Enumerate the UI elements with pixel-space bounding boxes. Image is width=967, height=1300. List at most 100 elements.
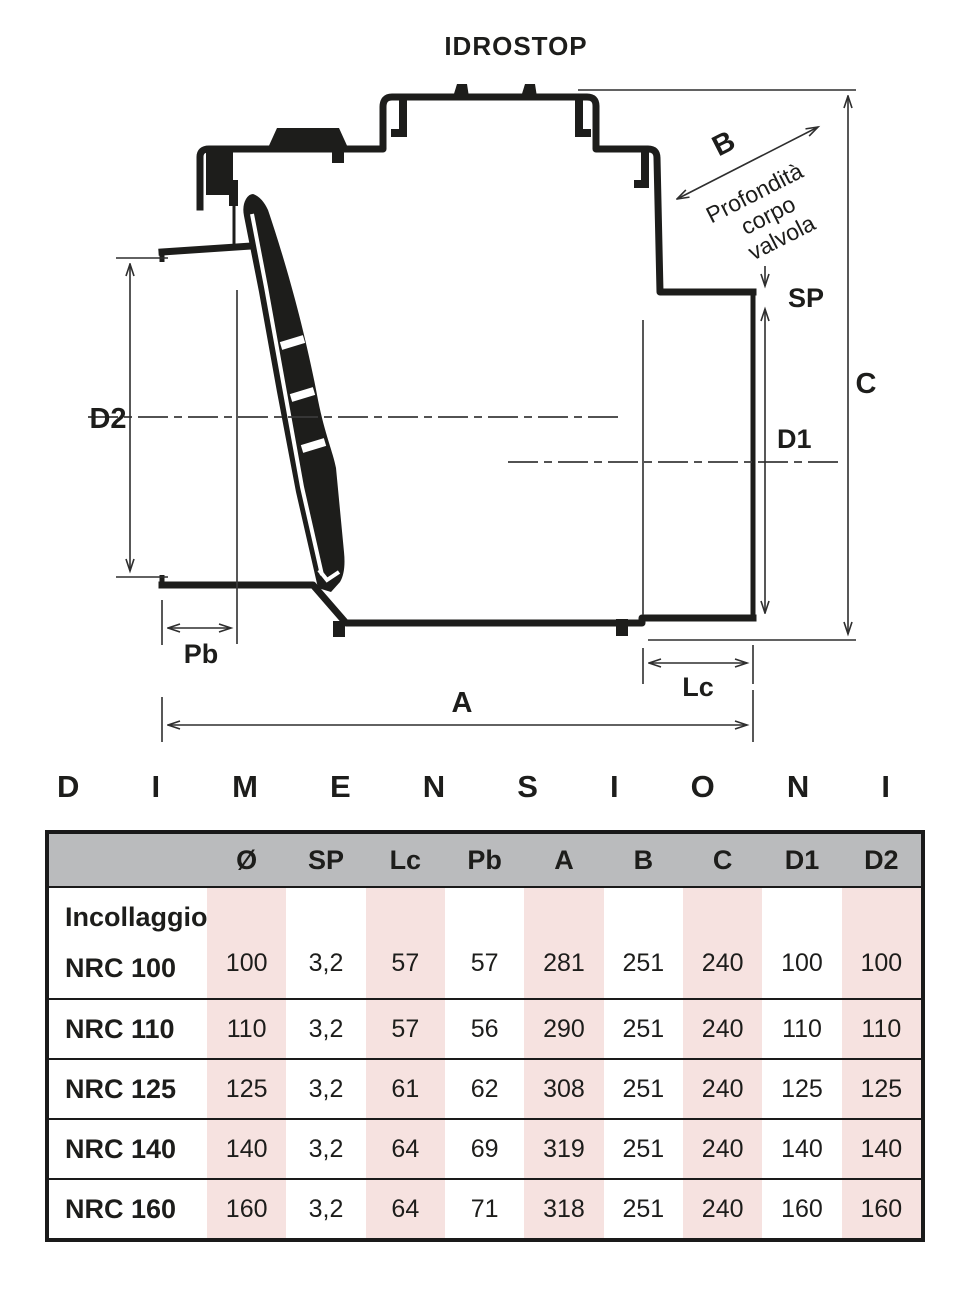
label-lc: Lc xyxy=(682,672,714,702)
value-cell: 140 xyxy=(841,1120,921,1178)
label-c: C xyxy=(856,368,877,400)
value-cell: 62 xyxy=(470,1074,499,1103)
value-cell: 110 xyxy=(782,1014,822,1043)
title-letter: I xyxy=(881,769,890,804)
value-cell: 240 xyxy=(683,1060,763,1118)
header-cell: Ø xyxy=(236,844,258,875)
value-cell: 140 xyxy=(207,1120,287,1178)
header-cell: D1 xyxy=(784,844,820,875)
title-letter: S xyxy=(517,769,538,804)
table-row: NRC 110 110 3,2 57 56 290 251 240 110 110 xyxy=(49,998,921,1058)
header-cell-empty xyxy=(49,834,207,886)
value-cell: 251 xyxy=(622,1014,665,1043)
header-cell: A xyxy=(554,844,574,875)
title-letter: M xyxy=(232,769,258,804)
cap-inner-hooks xyxy=(391,99,649,188)
header-cell: D2 xyxy=(864,844,899,875)
row-label-cell: NRC 140 xyxy=(49,1120,207,1178)
reference-lines xyxy=(236,290,644,644)
value-cell: 125 xyxy=(841,1060,921,1118)
row-name: NRC 160 xyxy=(65,1193,177,1224)
valve-body-outline xyxy=(158,93,757,627)
cap-tab-right xyxy=(521,84,537,97)
row-name: NRC 110 xyxy=(65,1013,175,1044)
value-cell: 3,2 xyxy=(308,949,344,977)
row-label-cell: NRC 160 xyxy=(49,1180,207,1238)
row-name: NRC 140 xyxy=(65,1133,177,1164)
centerlines xyxy=(88,416,843,463)
label-sp: SP xyxy=(788,283,824,313)
value-cell: 3,2 xyxy=(308,1074,344,1103)
row-name: NRC 100 xyxy=(65,953,177,983)
title-letter: O xyxy=(690,769,715,804)
value-cell: 3,2 xyxy=(308,1134,344,1163)
value-cell: 64 xyxy=(365,1180,445,1238)
value-cell: 3,2 xyxy=(308,1194,344,1223)
header-cell: Lc xyxy=(389,844,422,875)
value-cell: 57 xyxy=(365,888,445,998)
value-cell: 240 xyxy=(683,888,763,998)
label-d2: D2 xyxy=(89,403,126,435)
value-cell: 290 xyxy=(524,1000,604,1058)
row-label-cell: NRC 110 xyxy=(49,1000,207,1058)
table-row: Incollaggio NRC 100 100 3,2 57 57 281 251 240 100… xyxy=(49,886,921,998)
value-cell: 160 xyxy=(207,1180,287,1238)
foot-left xyxy=(333,621,345,637)
value-cell: 160 xyxy=(841,1180,921,1238)
value-cell: 240 xyxy=(683,1000,763,1058)
flap-edge-line xyxy=(250,213,324,576)
label-a: A xyxy=(452,687,473,719)
table-body: Incollaggio NRC 100 100 3,2 57 57 281 251 240 100… xyxy=(49,886,921,1238)
foot-right xyxy=(616,619,628,636)
cap-tab-left xyxy=(453,84,469,97)
value-cell: 61 xyxy=(365,1060,445,1118)
technical-drawing: IDROSTOP xyxy=(88,31,877,742)
value-cell: 100 xyxy=(207,888,287,998)
value-cell: 140 xyxy=(781,1134,823,1163)
value-cell: 318 xyxy=(524,1180,604,1238)
title-letter: D xyxy=(57,769,80,804)
header-cell: SP xyxy=(307,844,344,875)
value-cell: 110 xyxy=(207,1000,287,1058)
cap-details xyxy=(206,84,628,637)
label-pb: Pb xyxy=(184,639,219,669)
row-name: NRC 125 xyxy=(65,1073,177,1104)
cap-under-tab xyxy=(332,149,344,163)
value-cell: 100 xyxy=(841,888,921,998)
value-cell: 64 xyxy=(365,1120,445,1178)
header-cell: C xyxy=(712,844,733,875)
value-cell: 125 xyxy=(207,1060,287,1118)
value-cell: 240 xyxy=(683,1180,763,1238)
value-cell: 110 xyxy=(841,1000,921,1058)
row-label-cell: Incollaggio NRC 100 xyxy=(49,888,208,998)
cap-bump xyxy=(267,128,349,150)
flap-tip-notch xyxy=(317,568,341,583)
title-letter: N xyxy=(422,769,446,804)
value-cell: 281 xyxy=(524,888,604,998)
group-label: Incollaggio xyxy=(65,902,208,932)
value-cell: 251 xyxy=(622,949,665,977)
dimensions-table: Ø SP Lc Pb A B C D1 D2 Incollaggio NRC 100 100 3,2 5… xyxy=(45,830,925,1242)
label-b: B xyxy=(707,125,740,163)
header-cell: B xyxy=(633,844,654,875)
value-cell: 3,2 xyxy=(308,1014,344,1043)
value-cell: 251 xyxy=(622,1134,665,1163)
diagram-title: IDROSTOP xyxy=(444,31,587,61)
table-row: NRC 160 160 3,2 64 71 318 251 240 160 160 xyxy=(49,1178,921,1238)
hinge-pin xyxy=(229,180,238,206)
value-cell: 57 xyxy=(470,949,499,977)
label-profondita: Profondità corpo valvola xyxy=(702,157,820,265)
value-cell: 240 xyxy=(683,1120,763,1178)
table-row: NRC 125 125 3,2 61 62 308 251 240 125 125 xyxy=(49,1058,921,1118)
value-cell: 319 xyxy=(524,1120,604,1178)
table-row: NRC 140 140 3,2 64 69 319 251 240 140 140 xyxy=(49,1118,921,1178)
b-dim-line xyxy=(677,127,818,199)
value-cell: 57 xyxy=(365,1000,445,1058)
header-cell: Pb xyxy=(467,844,502,875)
value-cell: 100 xyxy=(781,949,823,977)
flap-slots xyxy=(279,335,327,453)
value-cell: 56 xyxy=(470,1014,499,1043)
value-cell: 308 xyxy=(524,1060,604,1118)
value-cell: 160 xyxy=(781,1194,823,1223)
